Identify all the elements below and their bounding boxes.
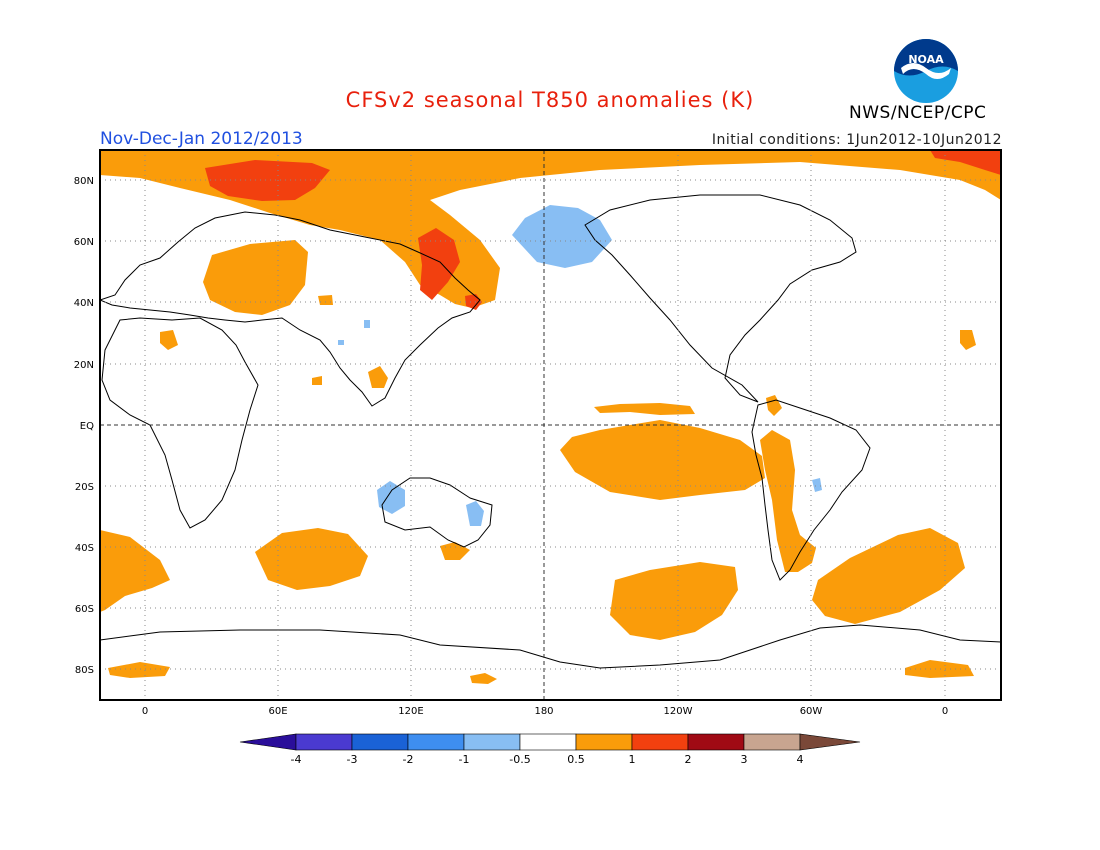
colorbar-arrow-low (239, 733, 297, 751)
initial-conditions: Initial conditions: 1Jun2012-10Jun2012 (711, 132, 1002, 148)
lat-label: EQ (80, 421, 94, 432)
organization-label: NWS/NCEP/CPC (849, 103, 987, 123)
negative-anomaly-regions (338, 205, 822, 526)
colorbar (239, 733, 861, 751)
colorbar-box (463, 733, 521, 751)
colorbar-tick-label: 4 (797, 753, 804, 766)
colorbar-tick-label: -0.5 (509, 753, 530, 766)
map-title: CFSv2 seasonal T850 anomalies (K) (345, 88, 755, 112)
lon-label: 60W (800, 706, 823, 717)
colorbar-tick-label: 0.5 (567, 753, 585, 766)
reference-lines (100, 150, 1001, 700)
colorbar-tick-label: -2 (403, 753, 414, 766)
colorbar-tick-label: -1 (459, 753, 470, 766)
lon-label: 180 (534, 706, 553, 717)
lat-label: 20N (74, 360, 94, 371)
colorbar-box (687, 733, 745, 751)
colorbar-box (407, 733, 465, 751)
lon-label: 60E (268, 706, 287, 717)
lon-label: 120E (398, 706, 423, 717)
lat-label: 80N (74, 176, 94, 187)
colorbar-box (575, 733, 633, 751)
lat-label: 20S (75, 482, 94, 493)
lat-label: 60N (74, 237, 94, 248)
colorbar-box (743, 733, 801, 751)
positive-anomaly-regions (100, 150, 1001, 684)
lon-label: 0 (142, 706, 148, 717)
map-frame (99, 149, 1002, 701)
lat-label: 80S (75, 665, 94, 676)
lon-label: 120W (664, 706, 693, 717)
noaa-logo: NOAA (894, 39, 958, 103)
colorbar-tick-label: -4 (291, 753, 302, 766)
lat-label: 40S (75, 543, 94, 554)
latitude-labels: 80N 60N 40N 20N EQ 20S 40S 60S 80S (74, 176, 94, 676)
coastlines (100, 194, 1001, 669)
colorbar-tick-label: -3 (347, 753, 358, 766)
lat-label: 60S (75, 604, 94, 615)
lon-label: 0 (942, 706, 948, 717)
colorbar-tick-label: 1 (629, 753, 636, 766)
noaa-logo-text: NOAA (908, 53, 944, 66)
forecast-period: Nov-Dec-Jan 2012/2013 (100, 129, 303, 149)
colorbar-box (519, 733, 577, 751)
graticule (100, 150, 1001, 700)
colorbar-box (351, 733, 409, 751)
colorbar-arrow-high (799, 733, 861, 751)
colorbar-tick-label: 3 (741, 753, 748, 766)
colorbar-tick-label: 2 (685, 753, 692, 766)
colorbar-box (631, 733, 689, 751)
longitude-labels: 0 60E 120E 180 120W 60W 0 (142, 706, 948, 717)
colorbar-box (295, 733, 353, 751)
colorbar-labels: -4 -3 -2 -1 -0.5 0.5 1 2 3 4 (291, 753, 804, 766)
lat-label: 40N (74, 298, 94, 309)
strong-positive-anomaly-regions (205, 150, 1001, 310)
